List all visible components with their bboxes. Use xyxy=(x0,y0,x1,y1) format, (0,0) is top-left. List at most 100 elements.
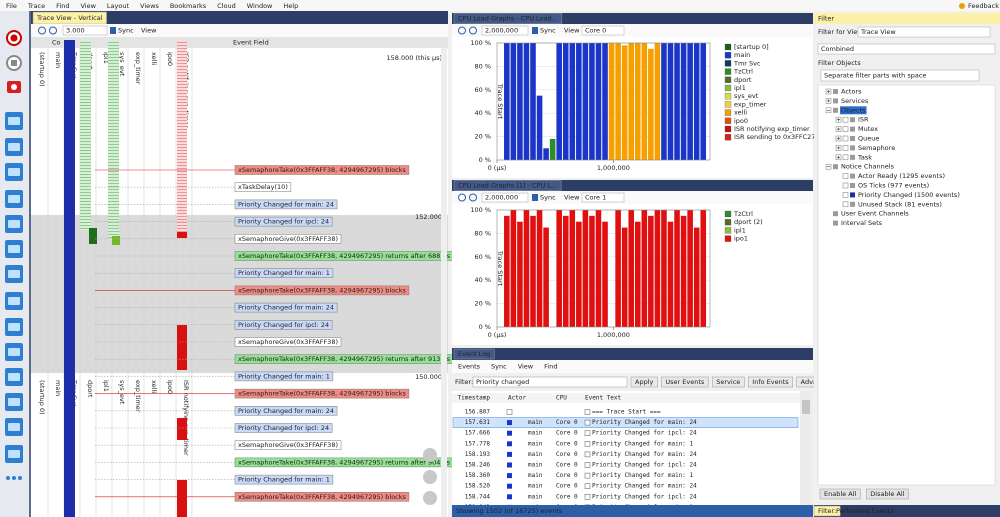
legend-label: ipo0 xyxy=(734,117,748,125)
nav-button[interactable] xyxy=(423,470,437,484)
menu-item[interactable]: Trace xyxy=(27,2,45,10)
event-box[interactable] xyxy=(234,320,333,330)
nav-button[interactable] xyxy=(423,448,437,462)
mode-box[interactable] xyxy=(817,43,996,55)
log-tool[interactable]: Sync xyxy=(491,363,507,371)
core-box[interactable] xyxy=(581,192,625,203)
tree-icon xyxy=(850,201,855,207)
event-box[interactable] xyxy=(234,268,334,278)
tree-label[interactable]: Mutex xyxy=(858,125,878,133)
event-box[interactable] xyxy=(234,302,338,313)
menu-item[interactable]: Window xyxy=(247,2,273,10)
event-box[interactable] xyxy=(234,285,410,296)
menu-item[interactable]: Help xyxy=(283,2,298,10)
bar xyxy=(687,43,693,160)
filter-panel-button[interactable] xyxy=(866,488,909,500)
filter-button[interactable] xyxy=(661,376,709,388)
sync-button[interactable]: Sync xyxy=(540,27,556,35)
tree-label[interactable]: Services xyxy=(841,97,869,105)
tree-label[interactable]: ISR xyxy=(858,116,869,124)
core-header: Co xyxy=(52,39,61,47)
tree-label[interactable]: Task xyxy=(857,153,872,161)
menu-item[interactable]: View xyxy=(80,2,96,10)
x-tick-label: 1,000,000 xyxy=(597,164,630,172)
legend-label: ipo1 xyxy=(734,235,748,243)
menu-item[interactable]: Cloud xyxy=(217,2,236,10)
menu-item[interactable]: Layout xyxy=(107,2,130,10)
menu-item[interactable]: Bookmarks xyxy=(170,2,207,10)
core-box[interactable] xyxy=(581,25,625,36)
tree-label[interactable]: Actor Ready (1295 events) xyxy=(858,172,945,180)
column-header: Event Text xyxy=(585,395,622,402)
tree-label[interactable]: Unused Stack (81 events) xyxy=(858,200,942,208)
event-box[interactable] xyxy=(234,406,338,416)
log-toolbar xyxy=(452,360,813,373)
tree-checkbox[interactable] xyxy=(842,173,849,179)
tree-label[interactable]: User Event Channels xyxy=(841,210,909,218)
view-menu[interactable]: View xyxy=(564,194,580,202)
menu-item[interactable]: Find xyxy=(56,2,69,10)
graph-tab[interactable] xyxy=(453,180,562,191)
filter-button[interactable] xyxy=(630,376,658,388)
search-box[interactable] xyxy=(820,69,980,82)
tree-label[interactable]: Actors xyxy=(841,88,862,96)
tree-checkbox[interactable] xyxy=(842,145,849,151)
event-box[interactable] xyxy=(234,337,342,347)
log-tool[interactable]: View xyxy=(518,363,534,371)
zoom-box[interactable] xyxy=(481,192,529,203)
cpu: Core 0 xyxy=(556,419,578,426)
feedback-link[interactable]: Feedback xyxy=(968,2,999,10)
event-box[interactable] xyxy=(234,423,333,433)
event-box[interactable] xyxy=(234,388,410,399)
menu-item[interactable]: Views xyxy=(140,2,159,10)
tree-checkbox[interactable] xyxy=(842,126,849,132)
tree-label[interactable]: Priority Changed (1500 events) xyxy=(858,191,960,199)
tree-checkbox[interactable] xyxy=(842,192,849,198)
tree-label[interactable]: Queue xyxy=(858,135,879,143)
event-box[interactable] xyxy=(234,440,342,450)
filter-bottom-tab[interactable] xyxy=(813,505,841,517)
event-box[interactable] xyxy=(234,216,333,227)
graph-tab[interactable] xyxy=(453,13,563,24)
tree-checkbox[interactable] xyxy=(842,116,849,123)
filter-button[interactable] xyxy=(748,376,793,388)
nav-button[interactable] xyxy=(423,491,437,505)
log-tool[interactable]: Find xyxy=(544,363,557,371)
event-box[interactable] xyxy=(234,165,410,175)
tree-label[interactable]: Notice Channels xyxy=(841,163,895,171)
event-box[interactable] xyxy=(234,371,334,382)
event-box[interactable] xyxy=(234,234,342,244)
menu-item[interactable]: File xyxy=(6,2,17,10)
event-icon xyxy=(584,483,591,489)
view-button-glyph xyxy=(8,348,20,356)
tree-checkbox[interactable] xyxy=(842,154,849,161)
tree-checkbox[interactable] xyxy=(842,201,849,208)
tree-label[interactable]: OS Ticks (977 events) xyxy=(858,182,929,190)
event-box[interactable] xyxy=(234,492,410,502)
tree-checkbox[interactable] xyxy=(842,182,849,189)
zoom-box[interactable] xyxy=(62,25,108,36)
tree-label[interactable]: Interval Sets xyxy=(841,219,883,227)
y-tick-label: 60 % xyxy=(474,86,491,94)
filter-input[interactable] xyxy=(472,376,628,388)
tree-label[interactable]: Objects xyxy=(841,106,866,114)
timestamp: 157.631 xyxy=(465,419,491,426)
tree-checkbox[interactable] xyxy=(842,135,849,142)
event-box[interactable] xyxy=(234,199,338,210)
view-menu[interactable]: View xyxy=(564,27,580,35)
sync-button[interactable]: Sync xyxy=(540,194,556,202)
zoom-box[interactable] xyxy=(481,25,529,36)
filter-input-text: Priority changed xyxy=(476,378,529,386)
event-box[interactable] xyxy=(234,474,334,485)
log-tab[interactable] xyxy=(453,348,495,360)
graph-annotation: Trace Start xyxy=(496,250,504,287)
for-view-box[interactable] xyxy=(857,26,991,38)
filter-panel-button[interactable] xyxy=(819,488,861,500)
zoom-in xyxy=(38,26,46,35)
log-tool[interactable]: Events xyxy=(458,363,481,371)
view-menu[interactable]: View xyxy=(141,27,157,35)
tree-label[interactable]: Semaphore xyxy=(858,144,895,152)
event-box[interactable] xyxy=(234,182,292,192)
sync-button[interactable]: Sync xyxy=(118,27,134,35)
filter-button[interactable] xyxy=(712,376,745,388)
